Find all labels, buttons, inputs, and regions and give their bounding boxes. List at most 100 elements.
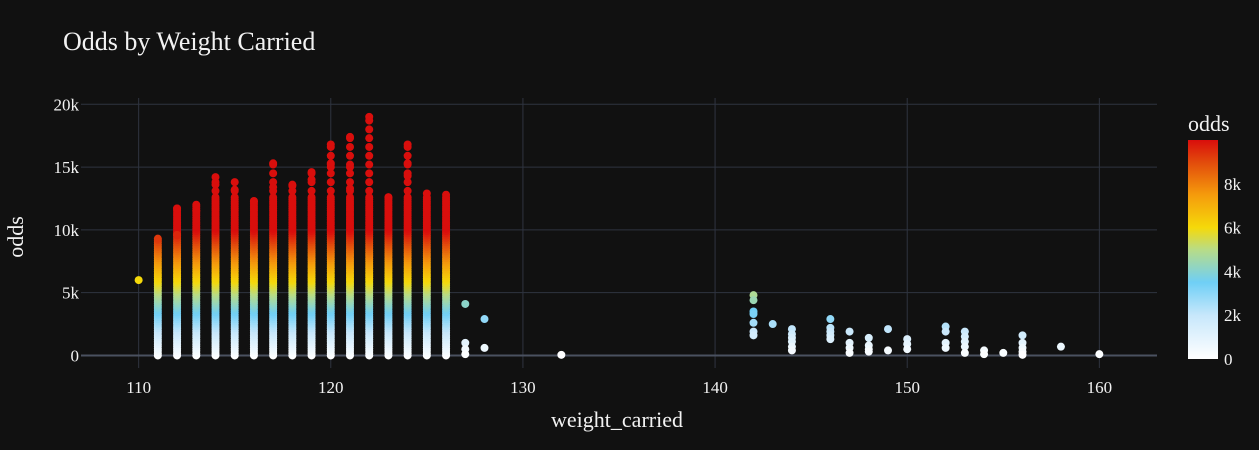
data-point (326, 163, 335, 172)
y-tick-label: 20k (54, 95, 80, 114)
data-point (365, 134, 374, 143)
colorbar-tick-label: 2k (1224, 306, 1242, 325)
data-point (884, 346, 892, 355)
colorbar: odds 0 2k 4k 6k 8k (1188, 111, 1242, 369)
data-point (346, 151, 354, 160)
data-point (826, 335, 835, 344)
data-point (346, 193, 354, 202)
x-axis-title: weight_carried (551, 407, 683, 432)
x-tick-label: 130 (510, 378, 536, 397)
data-point (960, 342, 969, 351)
data-point (461, 338, 470, 347)
data-point (365, 142, 374, 151)
data-point (288, 181, 297, 190)
data-point (346, 163, 354, 172)
colorbar-gradient (1188, 140, 1218, 359)
data-point (960, 348, 969, 357)
data-point (230, 193, 239, 202)
y-tick-label: 5k (62, 284, 80, 303)
y-tick-label: 10k (54, 221, 80, 240)
data-point (403, 151, 412, 160)
data-point (307, 175, 316, 184)
points-layer (134, 112, 1104, 360)
data-point (365, 193, 374, 202)
data-point (307, 193, 316, 202)
y-tick-label: 0 (71, 346, 80, 365)
data-point (192, 200, 201, 209)
data-point (903, 345, 912, 354)
data-point (365, 151, 374, 160)
data-point (307, 168, 316, 177)
x-tick-label: 110 (126, 378, 151, 397)
colorbar-tick-label: 8k (1224, 175, 1242, 194)
data-point (403, 140, 412, 149)
data-point (326, 140, 335, 149)
chart-title: Odds by Weight Carried (63, 27, 315, 56)
data-point (192, 207, 201, 216)
data-point (749, 318, 758, 327)
data-point (288, 193, 297, 202)
axes-layer: 110 120 130 140 150 160 0 5k 10k 15k 20k (54, 95, 1113, 397)
colorbar-tick-label: 6k (1224, 219, 1242, 238)
data-point (211, 173, 220, 182)
data-point (249, 196, 258, 205)
data-point (346, 169, 354, 178)
data-point (346, 184, 354, 193)
data-point (980, 350, 989, 359)
data-point (403, 186, 412, 195)
data-point (173, 230, 182, 239)
data-point (749, 331, 758, 340)
data-point (365, 186, 374, 195)
x-tick-label: 120 (318, 378, 344, 397)
y-axis-title: odds (3, 216, 28, 258)
data-point (211, 193, 220, 202)
data-point (1018, 331, 1027, 340)
data-point (230, 185, 239, 194)
data-point (845, 348, 854, 357)
data-point (864, 333, 873, 342)
grid-layer (81, 98, 1157, 368)
data-point (211, 186, 220, 195)
data-point (269, 169, 278, 178)
data-point (326, 186, 335, 195)
data-point (365, 112, 374, 121)
data-point (384, 193, 393, 202)
data-point (1095, 350, 1104, 359)
data-point (845, 327, 854, 336)
data-point (480, 343, 489, 352)
data-point (442, 190, 451, 199)
data-point (403, 171, 412, 180)
data-point (403, 178, 412, 187)
x-tick-label: 140 (702, 378, 728, 397)
data-point (211, 180, 220, 189)
data-point (269, 159, 278, 168)
data-point (134, 276, 143, 285)
data-point (461, 350, 470, 359)
data-point (230, 178, 239, 187)
data-point (941, 343, 950, 352)
data-point (269, 193, 278, 202)
data-point (749, 296, 758, 305)
data-point (307, 186, 316, 195)
data-point (999, 348, 1008, 357)
data-point (403, 159, 412, 168)
data-point (173, 204, 182, 213)
data-point (826, 315, 835, 324)
data-point (365, 169, 374, 178)
data-point (884, 325, 892, 334)
data-point (422, 189, 431, 198)
data-point (749, 310, 758, 318)
data-point (326, 169, 335, 178)
data-point (1056, 342, 1065, 351)
data-point (326, 193, 335, 202)
data-point (153, 234, 162, 243)
data-point (346, 178, 354, 187)
data-point (1018, 350, 1027, 359)
colorbar-title: odds (1188, 111, 1230, 136)
data-point (864, 347, 873, 356)
data-point (403, 193, 412, 202)
data-point (480, 315, 489, 324)
data-point (326, 151, 335, 160)
